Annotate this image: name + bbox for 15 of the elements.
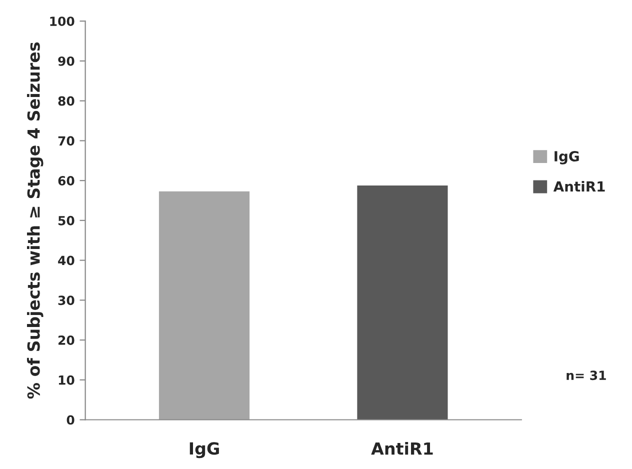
y-tick-label: 20 <box>58 335 74 345</box>
y-tick-label: 40 <box>58 256 74 266</box>
y-tick-label: 70 <box>58 136 74 146</box>
y-tick-label: 80 <box>58 96 74 106</box>
y-axis-title: % of Subjects with ≥ Stage 4 Seizures <box>26 42 44 399</box>
y-tick-label: 90 <box>58 56 74 66</box>
y-tick-label: 60 <box>58 176 74 186</box>
legend-label: AntiR1 <box>553 180 605 192</box>
y-tick-label: 50 <box>58 216 74 226</box>
y-tick-label: 100 <box>50 16 74 26</box>
text: n= 31 <box>566 370 606 380</box>
legend-label: IgG <box>554 151 579 164</box>
y-tick-label: 0 <box>66 415 74 425</box>
y-tick-label: 30 <box>58 296 74 306</box>
y-tick-label: 10 <box>58 375 74 385</box>
